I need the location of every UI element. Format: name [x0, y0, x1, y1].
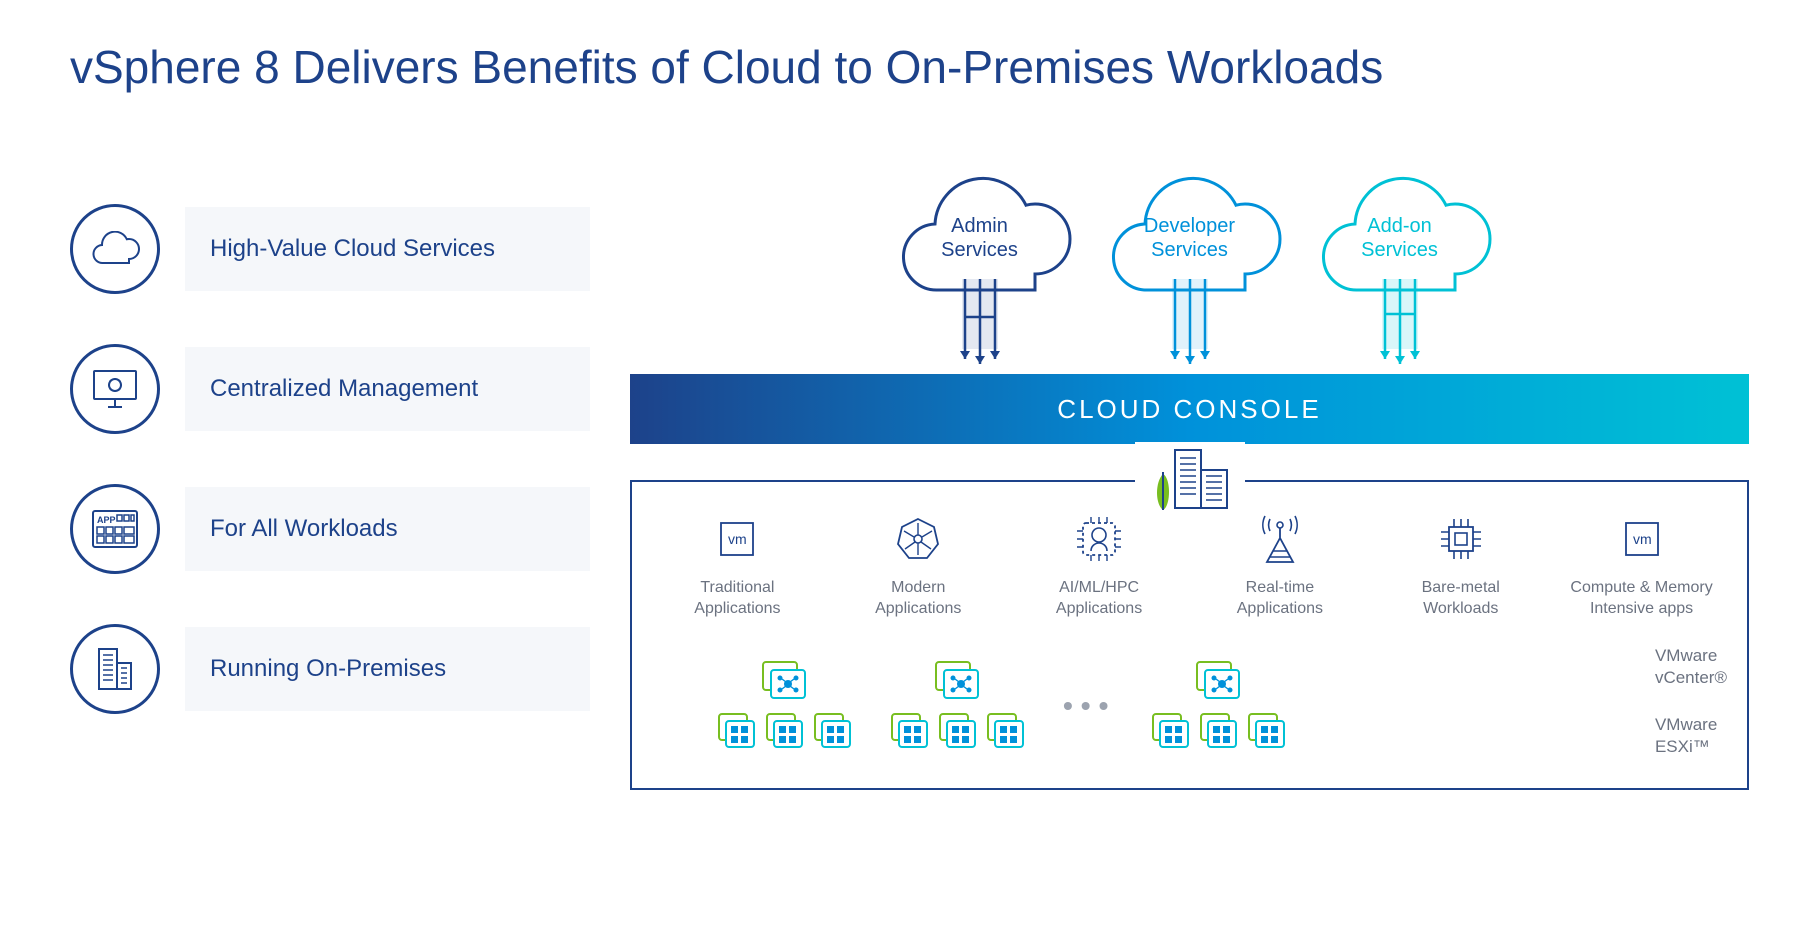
ellipsis-icon: •••	[1063, 690, 1116, 722]
benefit-row: APP For All Workloads	[70, 484, 590, 574]
workload-label: TraditionalApplications	[652, 578, 823, 620]
vm-icon: vm	[715, 517, 759, 561]
workload-aiml: AI/ML/HPCApplications	[1014, 512, 1185, 620]
building-icon	[70, 624, 160, 714]
workload-modern: ModernApplications	[833, 512, 1004, 620]
vcenter-label: VMwarevCenter®	[1655, 645, 1727, 689]
esxi-icons	[717, 712, 855, 752]
cluster	[890, 660, 1028, 752]
main-layout: High-Value Cloud Services Centralized Ma…	[70, 174, 1749, 790]
benefit-row: Centralized Management	[70, 344, 590, 434]
workload-label: ModernApplications	[833, 578, 1004, 620]
arrows-icon	[940, 279, 1020, 374]
antenna-icon	[1256, 513, 1304, 565]
page-title: vSphere 8 Delivers Benefits of Cloud to …	[70, 40, 1749, 94]
cluster	[1151, 660, 1289, 752]
svg-text:vm: vm	[1633, 531, 1652, 547]
benefit-label: Centralized Management	[185, 347, 590, 431]
workload-traditional: vm TraditionalApplications	[652, 512, 823, 620]
cloud-label: Add-onServices	[1285, 214, 1515, 262]
clouds-row: AdminServices DeveloperServices	[630, 174, 1749, 374]
workload-label: Compute & MemoryIntensive apps	[1556, 578, 1727, 620]
cloud-console-bar: CLOUD CONSOLE	[630, 374, 1749, 444]
arrows-icon	[1360, 279, 1440, 374]
benefit-row: Running On-Premises	[70, 624, 590, 714]
infra-labels: VMwarevCenter® VMwareESXi™	[1655, 645, 1727, 758]
cloud-label: AdminServices	[865, 214, 1095, 262]
arrows-icon	[1150, 279, 1230, 374]
kubernetes-icon	[894, 515, 942, 563]
benefit-label: For All Workloads	[185, 487, 590, 571]
workload-label: Bare-metalWorkloads	[1375, 578, 1546, 620]
workload-realtime: Real-timeApplications	[1194, 512, 1365, 620]
infra-row: ••• VMwarevCenter® VMwareESXi™	[652, 650, 1727, 763]
cloud-addon: Add-onServices	[1285, 174, 1515, 374]
workload-label: AI/ML/HPCApplications	[1014, 578, 1185, 620]
cloud-icon	[70, 204, 160, 294]
workload-baremetal: Bare-metalWorkloads	[1375, 512, 1546, 620]
workloads-row: vm TraditionalApplications ModernApplica…	[652, 512, 1727, 620]
vcenter-icon	[1195, 660, 1245, 704]
cloud-admin: AdminServices	[865, 174, 1095, 374]
esxi-icons	[1151, 712, 1289, 752]
svg-text:APP: APP	[97, 515, 116, 525]
cloud-developer: DeveloperServices	[1075, 174, 1305, 374]
benefit-row: High-Value Cloud Services	[70, 204, 590, 294]
benefit-label: Running On-Premises	[185, 627, 590, 711]
workload-compute: vm Compute & MemoryIntensive apps	[1556, 512, 1727, 620]
aiml-icon	[1075, 515, 1123, 563]
esxi-icons	[890, 712, 1028, 752]
architecture-diagram: AdminServices DeveloperServices	[630, 174, 1749, 790]
cluster	[717, 660, 855, 752]
svg-text:vm: vm	[728, 531, 747, 547]
monitor-icon	[70, 344, 160, 434]
onprem-box: vm TraditionalApplications ModernApplica…	[630, 480, 1749, 790]
vcenter-icon	[761, 660, 811, 704]
benefit-label: High-Value Cloud Services	[185, 207, 590, 291]
benefits-column: High-Value Cloud Services Centralized Ma…	[70, 204, 590, 790]
chip-icon	[1437, 515, 1485, 563]
esxi-label: VMwareESXi™	[1655, 714, 1727, 758]
cloud-label: DeveloperServices	[1075, 214, 1305, 262]
workload-label: Real-timeApplications	[1194, 578, 1365, 620]
datacenter-icon	[1135, 442, 1245, 517]
app-icon: APP	[70, 484, 160, 574]
vcenter-icon	[934, 660, 984, 704]
vm-icon: vm	[1620, 517, 1664, 561]
